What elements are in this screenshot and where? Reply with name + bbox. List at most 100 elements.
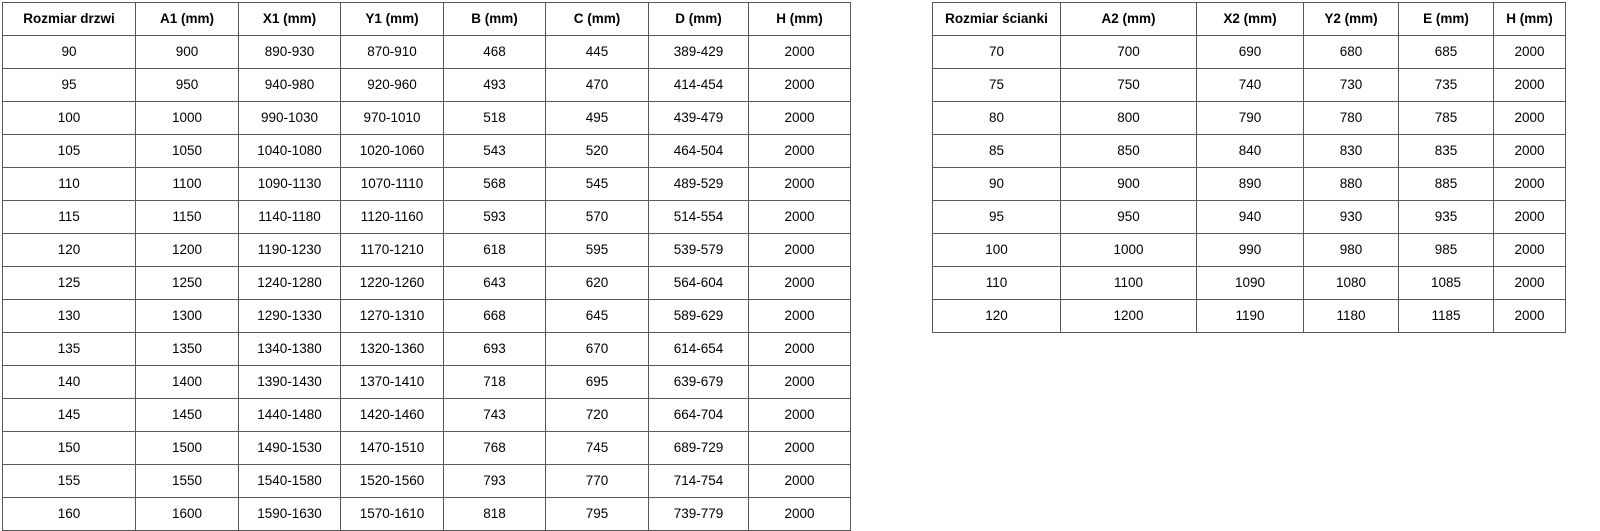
table-cell: 568 bbox=[443, 167, 546, 201]
table-row: 135 1350 1340-1380 1320-1360 693 670 614-654 20… bbox=[2, 332, 851, 366]
table-cell: 1400 bbox=[135, 365, 239, 399]
table-cell: 743 bbox=[443, 398, 546, 432]
table-cell: 1100 bbox=[135, 167, 239, 201]
table-cell: 1020-1060 bbox=[340, 134, 444, 168]
table-cell: 1500 bbox=[135, 431, 239, 465]
table-cell: 2000 bbox=[748, 464, 851, 498]
table-cell: 493 bbox=[443, 68, 546, 102]
table-cell: 685 bbox=[1398, 35, 1494, 69]
table-cell: 1200 bbox=[135, 233, 239, 267]
table-cell: 1040-1080 bbox=[238, 134, 341, 168]
table-cell: 750 bbox=[1060, 68, 1197, 102]
table-cell: 870-910 bbox=[340, 35, 444, 69]
table-cell: 464-504 bbox=[648, 134, 749, 168]
table-cell: 693 bbox=[443, 332, 546, 366]
table-cell: 2000 bbox=[748, 497, 851, 531]
table-cell: 135 bbox=[2, 332, 136, 366]
table-header-row: Rozmiar ścianki A2 (mm) X2 (mm) Y2 (mm) E (m… bbox=[932, 2, 1566, 36]
table-cell: 2000 bbox=[748, 134, 851, 168]
table-cell: 1090 bbox=[1196, 266, 1304, 300]
table-cell: 389-429 bbox=[648, 35, 749, 69]
table-cell: 940-980 bbox=[238, 68, 341, 102]
table-cell: 670 bbox=[545, 332, 649, 366]
table-cell: 2000 bbox=[748, 266, 851, 300]
wall-panel-dimensions-table: Rozmiar ścianki A2 (mm) X2 (mm) Y2 (mm) E (m… bbox=[932, 2, 1566, 333]
table-row: 150 1500 1490-1530 1470-1510 768 745 689-729 20… bbox=[2, 431, 851, 465]
table-row: 115 1150 1140-1180 1120-1160 593 570 514-554 20… bbox=[2, 200, 851, 234]
table-cell: 1540-1580 bbox=[238, 464, 341, 498]
table-row: 120 1200 1190 1180 1185 2000 bbox=[932, 299, 1566, 333]
table-cell: 1590-1630 bbox=[238, 497, 341, 531]
table-cell: 935 bbox=[1398, 200, 1494, 234]
table-cell: 445 bbox=[545, 35, 649, 69]
table-cell: 620 bbox=[545, 266, 649, 300]
table-cell: 830 bbox=[1303, 134, 1399, 168]
table-cell: 970-1010 bbox=[340, 101, 444, 135]
table-cell: 780 bbox=[1303, 101, 1399, 135]
table-row: 80 800 790 780 785 2000 bbox=[932, 101, 1566, 135]
table-cell: 470 bbox=[545, 68, 649, 102]
table-cell: 1600 bbox=[135, 497, 239, 531]
table-cell: 2000 bbox=[748, 398, 851, 432]
table-cell: 920-960 bbox=[340, 68, 444, 102]
table-cell: 664-704 bbox=[648, 398, 749, 432]
table-cell: 768 bbox=[443, 431, 546, 465]
table-cell: 70 bbox=[932, 35, 1061, 69]
table-cell: 570 bbox=[545, 200, 649, 234]
table-cell: 690 bbox=[1196, 35, 1304, 69]
table-row: 110 1100 1090 1080 1085 2000 bbox=[932, 266, 1566, 300]
table-cell: 495 bbox=[545, 101, 649, 135]
table-cell: 2000 bbox=[748, 365, 851, 399]
table-cell: 1240-1280 bbox=[238, 266, 341, 300]
table-cell: 1150 bbox=[135, 200, 239, 234]
table-cell: 730 bbox=[1303, 68, 1399, 102]
table-cell: 145 bbox=[2, 398, 136, 432]
table-cell: 880 bbox=[1303, 167, 1399, 201]
table-header-row: Rozmiar drzwi A1 (mm) X1 (mm) Y1 (mm) B (mm)… bbox=[2, 2, 851, 36]
table-cell: 1550 bbox=[135, 464, 239, 498]
table-cell: 1470-1510 bbox=[340, 431, 444, 465]
table-cell: 900 bbox=[135, 35, 239, 69]
table-cell: 1450 bbox=[135, 398, 239, 432]
table-row: 85 850 840 830 835 2000 bbox=[932, 134, 1566, 168]
table-cell: 900 bbox=[1060, 167, 1197, 201]
column-header: H (mm) bbox=[748, 2, 851, 36]
column-header: C (mm) bbox=[545, 2, 649, 36]
column-header: Rozmiar ścianki bbox=[932, 2, 1061, 36]
table-cell: 1420-1460 bbox=[340, 398, 444, 432]
table-cell: 790 bbox=[1196, 101, 1304, 135]
table-cell: 95 bbox=[2, 68, 136, 102]
table-cell: 539-579 bbox=[648, 233, 749, 267]
table-cell: 120 bbox=[932, 299, 1061, 333]
table-cell: 668 bbox=[443, 299, 546, 333]
table-cell: 85 bbox=[932, 134, 1061, 168]
table-row: 120 1200 1190-1230 1170-1210 618 595 539-579 20… bbox=[2, 233, 851, 267]
table-cell: 1000 bbox=[1060, 233, 1197, 267]
table-cell: 1180 bbox=[1303, 299, 1399, 333]
table-cell: 1250 bbox=[135, 266, 239, 300]
table-cell: 545 bbox=[545, 167, 649, 201]
table-cell: 720 bbox=[545, 398, 649, 432]
table-cell: 2000 bbox=[1493, 233, 1566, 267]
table-cell: 150 bbox=[2, 431, 136, 465]
column-header: Rozmiar drzwi bbox=[2, 2, 136, 36]
table-cell: 110 bbox=[2, 167, 136, 201]
table-row: 105 1050 1040-1080 1020-1060 543 520 464-504 20… bbox=[2, 134, 851, 168]
table-row: 160 1600 1590-1630 1570-1610 818 795 739-779 20… bbox=[2, 497, 851, 531]
table-cell: 2000 bbox=[748, 35, 851, 69]
table-cell: 2000 bbox=[1493, 200, 1566, 234]
table-cell: 1290-1330 bbox=[238, 299, 341, 333]
table-cell: 793 bbox=[443, 464, 546, 498]
table-cell: 468 bbox=[443, 35, 546, 69]
table-cell: 785 bbox=[1398, 101, 1494, 135]
table-cell: 90 bbox=[2, 35, 136, 69]
table-cell: 1120-1160 bbox=[340, 200, 444, 234]
table-row: 100 1000 990 980 985 2000 bbox=[932, 233, 1566, 267]
table-cell: 1080 bbox=[1303, 266, 1399, 300]
table-cell: 2000 bbox=[748, 332, 851, 366]
table-cell: 835 bbox=[1398, 134, 1494, 168]
table-cell: 439-479 bbox=[648, 101, 749, 135]
table-cell: 1190-1230 bbox=[238, 233, 341, 267]
table-cell: 1170-1210 bbox=[340, 233, 444, 267]
table-cell: 543 bbox=[443, 134, 546, 168]
